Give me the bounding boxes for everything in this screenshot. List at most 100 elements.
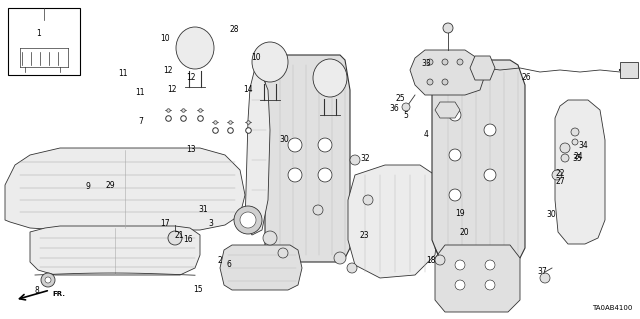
Text: 9: 9 xyxy=(86,182,91,191)
Circle shape xyxy=(234,206,262,234)
Text: 17: 17 xyxy=(160,219,170,228)
Text: 16: 16 xyxy=(183,235,193,244)
Circle shape xyxy=(45,277,51,283)
Text: 12: 12 xyxy=(186,73,195,82)
Circle shape xyxy=(442,79,448,85)
Circle shape xyxy=(449,189,461,201)
Circle shape xyxy=(240,212,256,228)
Circle shape xyxy=(313,205,323,215)
Text: 10: 10 xyxy=(160,34,170,43)
Circle shape xyxy=(552,170,562,180)
Circle shape xyxy=(41,273,55,287)
Circle shape xyxy=(571,128,579,136)
Circle shape xyxy=(402,103,410,111)
Circle shape xyxy=(455,280,465,290)
Text: 29: 29 xyxy=(105,181,115,189)
Bar xyxy=(8,8,80,75)
Text: 34: 34 xyxy=(579,141,589,150)
Circle shape xyxy=(442,59,448,65)
Text: 27: 27 xyxy=(556,177,566,186)
Polygon shape xyxy=(435,245,520,312)
Text: 12: 12 xyxy=(167,85,176,94)
Text: 36: 36 xyxy=(389,104,399,113)
Circle shape xyxy=(318,138,332,152)
Text: 30: 30 xyxy=(279,135,289,144)
Polygon shape xyxy=(435,102,460,118)
Polygon shape xyxy=(620,62,638,78)
Ellipse shape xyxy=(313,59,347,97)
Circle shape xyxy=(561,154,569,162)
Text: 20: 20 xyxy=(460,228,470,237)
Circle shape xyxy=(288,138,302,152)
Text: 3: 3 xyxy=(209,219,214,228)
Text: 37: 37 xyxy=(538,267,548,276)
Text: 33: 33 xyxy=(421,59,431,68)
Text: 23: 23 xyxy=(360,231,370,240)
Circle shape xyxy=(457,59,463,65)
Circle shape xyxy=(572,139,578,145)
Circle shape xyxy=(485,280,495,290)
Text: 4: 4 xyxy=(424,130,429,139)
Text: 28: 28 xyxy=(230,26,239,34)
Text: 13: 13 xyxy=(186,145,196,154)
Text: 30: 30 xyxy=(547,210,557,219)
Text: 31: 31 xyxy=(198,205,209,214)
Circle shape xyxy=(334,252,346,264)
Text: 22: 22 xyxy=(556,169,565,178)
Circle shape xyxy=(443,23,453,33)
Circle shape xyxy=(484,124,496,136)
Text: 11: 11 xyxy=(118,69,127,78)
Circle shape xyxy=(288,168,302,182)
Text: 18: 18 xyxy=(427,256,436,265)
Text: 35: 35 xyxy=(572,154,582,163)
Polygon shape xyxy=(265,55,350,262)
Ellipse shape xyxy=(176,27,214,69)
Circle shape xyxy=(168,231,182,245)
Text: 1: 1 xyxy=(36,29,41,38)
Text: 6: 6 xyxy=(227,260,232,269)
Polygon shape xyxy=(5,148,245,230)
Polygon shape xyxy=(555,100,605,244)
Polygon shape xyxy=(348,165,440,278)
Text: 25: 25 xyxy=(396,94,406,103)
Circle shape xyxy=(449,149,461,161)
Circle shape xyxy=(540,273,550,283)
Text: 32: 32 xyxy=(360,154,370,163)
Circle shape xyxy=(560,143,570,153)
Text: 14: 14 xyxy=(243,85,253,94)
Circle shape xyxy=(363,195,373,205)
Circle shape xyxy=(484,169,496,181)
Polygon shape xyxy=(30,226,200,275)
Polygon shape xyxy=(220,245,302,290)
Circle shape xyxy=(427,79,433,85)
Circle shape xyxy=(350,155,360,165)
Text: 26: 26 xyxy=(521,73,531,82)
Circle shape xyxy=(455,260,465,270)
Text: 10: 10 xyxy=(251,53,261,62)
Polygon shape xyxy=(410,50,485,95)
Text: 21: 21 xyxy=(175,231,184,240)
Circle shape xyxy=(427,59,433,65)
Polygon shape xyxy=(432,60,525,264)
Text: 5: 5 xyxy=(403,111,408,120)
Text: 15: 15 xyxy=(193,285,204,294)
Text: FR.: FR. xyxy=(52,291,65,297)
Text: 2: 2 xyxy=(218,256,223,265)
Polygon shape xyxy=(245,68,270,235)
Circle shape xyxy=(485,260,495,270)
Text: 24: 24 xyxy=(573,152,584,161)
Polygon shape xyxy=(470,56,495,80)
Text: 12: 12 xyxy=(163,66,172,75)
Text: TA0AB4100: TA0AB4100 xyxy=(591,305,632,311)
Text: 8: 8 xyxy=(35,286,40,295)
Ellipse shape xyxy=(252,42,288,82)
Text: 7: 7 xyxy=(138,117,143,126)
Circle shape xyxy=(278,248,288,258)
Circle shape xyxy=(449,109,461,121)
Circle shape xyxy=(435,255,445,265)
Text: 11: 11 xyxy=(135,88,144,97)
Text: 19: 19 xyxy=(454,209,465,218)
Circle shape xyxy=(318,168,332,182)
Circle shape xyxy=(263,231,277,245)
Circle shape xyxy=(347,263,357,273)
